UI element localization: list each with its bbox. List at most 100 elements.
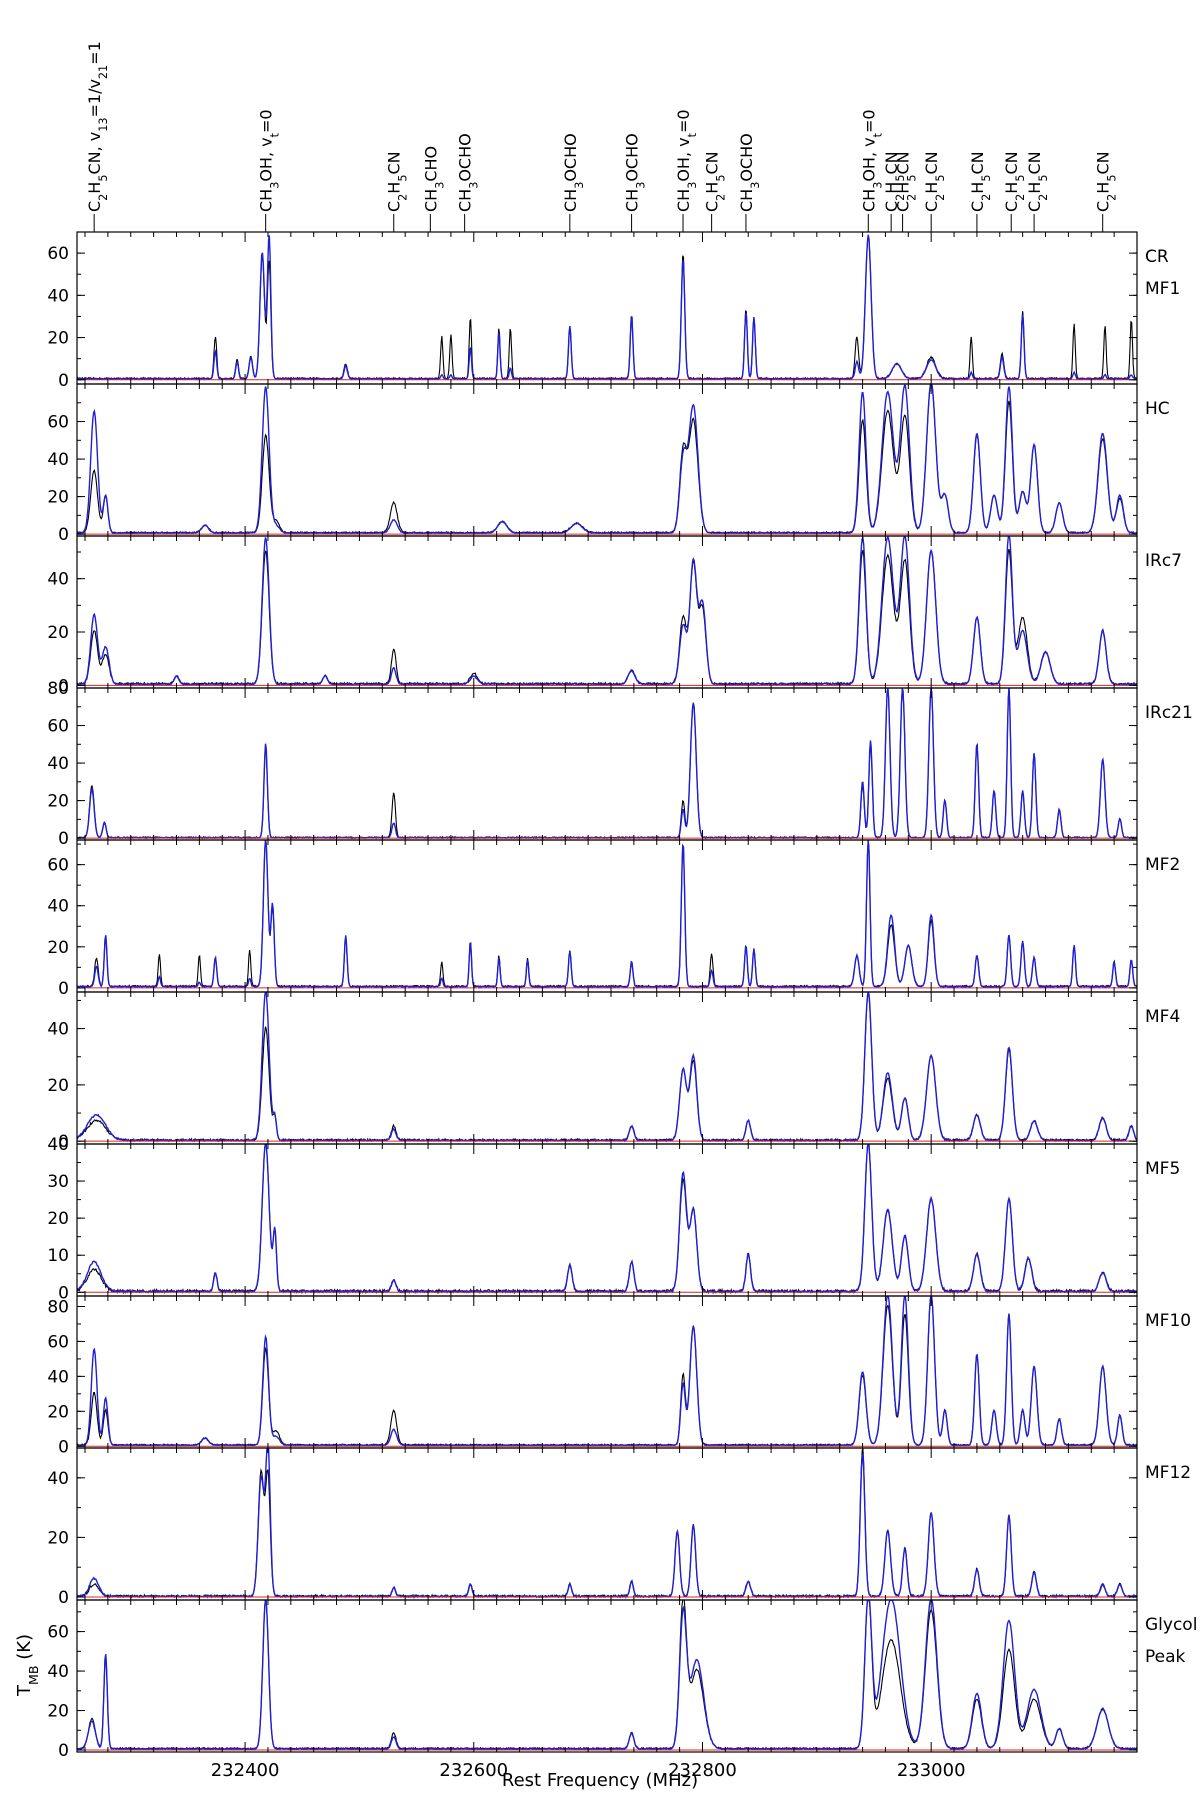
line-label: C2H5CN [1025,151,1050,212]
spectral-panels: 0 20 40 60 CR MF10 20 40 60 HC 0 20 40 IRc7 0 20 40 60 80 I… [47,231,1197,1761]
line-label: C2H5CN [385,151,410,212]
panel-frame [76,535,1138,689]
y-tick-label: 20 [47,792,69,812]
line-label: CH3OCHO [456,133,481,212]
panel-label: MF12 [1145,1463,1191,1483]
y-tick-label: 80 [47,1297,69,1317]
model-spectrum [77,992,1137,1143]
spectrum-panel: 0 20 40 60 80 IRc21 [47,679,1192,849]
line-label: CH3OH, vt=0 [674,109,699,212]
y-tick-label: 40 [47,1662,69,1682]
y-tick-label: 40 [47,570,69,590]
line-label: C2H5CN [1002,151,1027,212]
y-tick-label: 20 [47,1209,69,1229]
panel-label: Peak [1145,1647,1186,1667]
x-tick-label: 232400 [211,1760,280,1781]
spectrum-panel: 0 20 40 60 HC [47,383,1170,545]
spectrum-panel: 0 20 40 IRc7 [47,535,1182,696]
y-tick-label: 0 [58,1741,69,1761]
panel-label: Glycol [1145,1615,1197,1635]
y-tick-label: 20 [47,488,69,508]
y-tick-label: 20 [47,623,69,643]
spectrum-panel: 0 20 40 60 Glycol Peak [47,1599,1197,1761]
y-tick-label: 30 [47,1172,69,1192]
y-tick-label: 0 [58,829,69,849]
y-tick-label: 60 [47,1332,69,1352]
panel-frame [76,839,1138,993]
line-label: C2H5CN [1094,151,1119,212]
model-spectrum [77,1600,1137,1751]
y-tick-label: 20 [47,329,69,349]
y-tick-label: 0 [58,1132,69,1152]
line-label: C2H5CN [703,151,728,212]
panel-label: MF5 [1145,1159,1180,1179]
y-tick-label: 60 [47,856,69,876]
panel-label: IRc7 [1145,551,1182,571]
y-tick-label: 60 [47,717,69,737]
y-tick-label: 40 [47,1135,69,1155]
y-tick-label: 0 [58,676,69,696]
frequency-axis: 232400 232600 232800 233000 [211,1760,966,1781]
y-tick-label: 60 [47,1623,69,1643]
y-tick-label: 40 [47,754,69,774]
x-tick-label: 233000 [897,1760,966,1781]
observed-spectrum [77,1600,1137,1751]
spectrum-panel: 0 20 40 MF4 [47,991,1180,1152]
line-label: CH3OH, vt=0 [257,109,282,212]
y-tick-label: 40 [47,1367,69,1387]
panel-label: MF4 [1145,1007,1180,1027]
panel-frame [76,1599,1138,1753]
y-tick-label: 40 [47,897,69,917]
y-tick-label: 20 [47,1702,69,1722]
model-spectrum [77,840,1137,989]
spectrum-panel: 0 10 20 30 40 MF5 [47,1135,1180,1303]
y-tick-label: 60 [47,413,69,433]
y-tick-label: 10 [47,1246,69,1266]
y-tick-label: 40 [47,450,69,470]
x-tick-label: 232800 [668,1760,737,1781]
observed-spectrum [77,1144,1137,1295]
line-label: CH3OCHO [737,133,762,212]
panel-label: MF2 [1145,855,1180,875]
panel-label: MF10 [1145,1311,1191,1331]
x-axis-label: Rest Frequency (MHz) [502,1770,698,1791]
y-tick-label: 20 [47,1402,69,1422]
panel-frame [76,991,1138,1145]
y-tick-label: 20 [47,938,69,958]
panel-frame [76,1447,1138,1601]
spectrum-panel: 0 20 40 60 MF2 [47,839,1180,999]
spectrum-panel: 0 20 40 MF12 [47,1447,1191,1608]
y-tick-label: 20 [47,1528,69,1548]
line-label: C2H5CN [968,151,993,212]
model-spectrum [77,1448,1137,1599]
panel-label: HC [1145,399,1170,419]
observed-spectrum [77,384,1137,535]
observed-spectrum [77,235,1137,381]
line-label: C2H5CN [922,151,947,212]
y-tick-label: 40 [47,1469,69,1489]
y-tick-label: 0 [58,1588,69,1608]
line-label: CH3CHO [421,146,446,212]
model-spectrum [77,688,1137,840]
model-spectrum [77,234,1137,381]
y-tick-label: 0 [58,1283,69,1303]
y-tick-label: 40 [47,1020,69,1040]
y-tick-label: 40 [47,286,69,306]
line-label: CH3OCHO [623,133,648,212]
y-tick-label: 60 [47,244,69,264]
y-tick-label: 80 [47,679,69,699]
panel-label: CR [1145,247,1169,267]
observed-spectrum [77,992,1137,1143]
line-label: C2H5CN [894,151,919,212]
line-label: CH3OH, vt=0 [859,109,884,212]
line-label: C2H5CN, v13=1/v21=1 [85,41,110,212]
spectrum-panel: 0 20 40 60 80 MF10 [47,1295,1191,1457]
model-spectrum [77,536,1137,687]
line-label: C2H5CN [882,151,907,212]
panel-label: IRc21 [1145,703,1193,723]
model-spectrum [77,1144,1137,1295]
y-tick-label: 0 [58,1437,69,1457]
model-spectrum [77,1296,1137,1447]
model-spectrum [77,384,1137,535]
